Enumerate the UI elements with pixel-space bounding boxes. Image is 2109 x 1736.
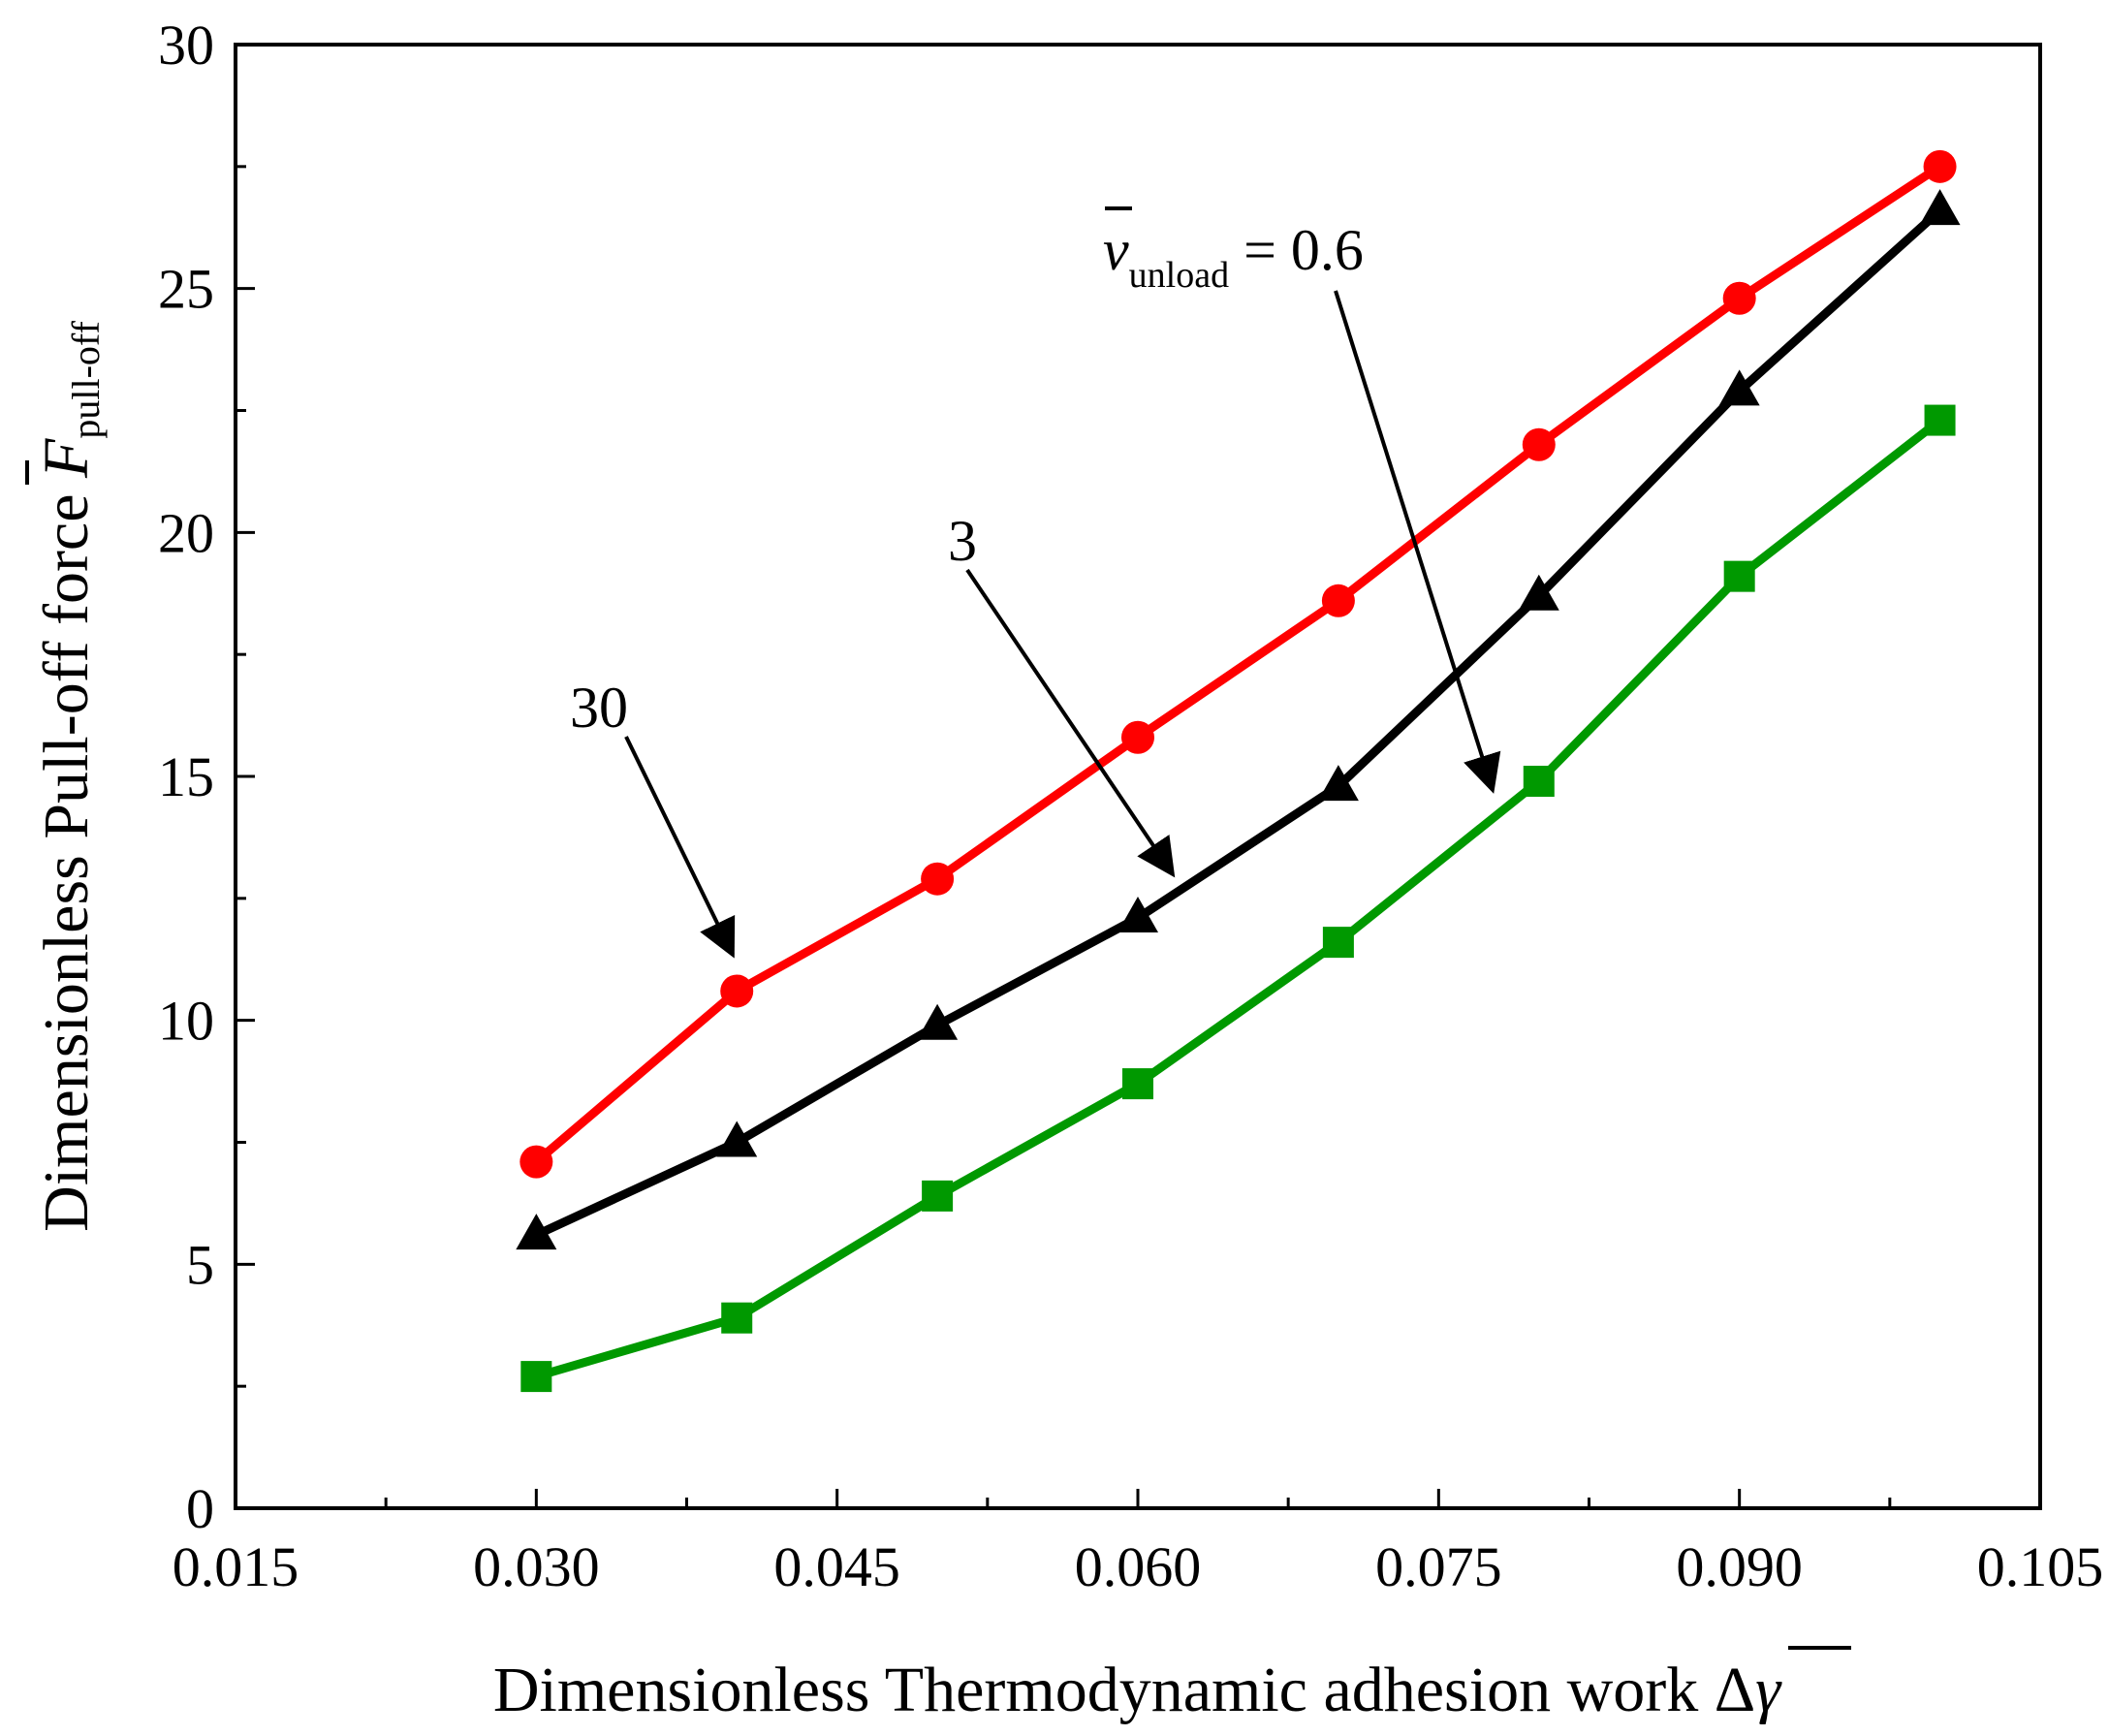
annotation-layer: 30 3 vunload = 0.6 xyxy=(570,206,1501,959)
data-point xyxy=(1522,427,1556,461)
data-point xyxy=(520,1361,552,1393)
data-point xyxy=(519,1145,553,1179)
y-tick-label: 0 xyxy=(186,1477,214,1540)
data-point xyxy=(1523,766,1555,798)
x-tick-label: 0.090 xyxy=(1676,1535,1803,1598)
series-3 xyxy=(516,189,1961,1250)
data-point xyxy=(1718,369,1760,406)
y-tick-label: 30 xyxy=(158,14,214,77)
data-point xyxy=(1924,404,1956,436)
series-line-30 xyxy=(531,162,1945,1167)
data-point xyxy=(1122,1068,1153,1100)
x-axis-ticks: 0.015 0.030 0.045 0.060 0.075 0.090 0.105 xyxy=(173,1489,2104,1598)
series-layer xyxy=(516,149,1961,1393)
x-tick-label: 0.105 xyxy=(1977,1535,2104,1598)
x-tick-label: 0.075 xyxy=(1375,1535,1502,1598)
annotation-label-0.6: vunload = 0.6 xyxy=(1103,218,1364,296)
annotation-arrow-30 xyxy=(624,736,736,959)
y-tick-label: 20 xyxy=(158,501,214,564)
annotation-label-3: 3 xyxy=(948,509,977,573)
y-tick-label: 5 xyxy=(186,1233,214,1296)
data-point xyxy=(1723,560,1755,592)
series-0.6 xyxy=(520,404,1956,1393)
annotation-label-30: 30 xyxy=(570,676,628,740)
x-tick-label: 0.060 xyxy=(1075,1535,1202,1598)
data-point xyxy=(720,974,754,1008)
y-tick-label: 15 xyxy=(158,745,214,808)
data-point xyxy=(716,1121,758,1157)
data-point xyxy=(1317,765,1359,802)
data-point xyxy=(1919,189,1961,226)
data-point xyxy=(516,1214,557,1250)
x-axis-title: Dimensionless Thermodynamic adhesion wor… xyxy=(493,1655,1782,1725)
data-point xyxy=(1117,896,1158,932)
annotation-arrow-3 xyxy=(965,568,1176,878)
data-point xyxy=(917,1003,959,1040)
y-axis-title: Dimensionless Pull-off force Fpull-off xyxy=(31,321,108,1232)
annotation-arrow-0.6 xyxy=(1334,290,1501,794)
data-point xyxy=(1121,720,1154,754)
y-tick-label: 10 xyxy=(158,990,214,1053)
y-tick-label: 25 xyxy=(158,258,214,321)
data-point xyxy=(1923,149,1957,183)
x-tick-label: 0.015 xyxy=(173,1535,299,1598)
data-point xyxy=(1322,927,1354,959)
x-tick-label: 0.030 xyxy=(473,1535,600,1598)
series-30 xyxy=(519,149,1957,1179)
series-line-0.6 xyxy=(531,416,1945,1381)
data-point xyxy=(1722,281,1756,315)
data-point xyxy=(721,1302,753,1334)
data-point xyxy=(1518,574,1559,611)
y-axis-ticks: 0 5 10 15 20 25 30 xyxy=(158,14,255,1540)
x-tick-label: 0.045 xyxy=(773,1535,900,1598)
series-line-3 xyxy=(531,205,1945,1240)
data-point xyxy=(922,1180,954,1212)
data-point xyxy=(1321,584,1355,617)
data-point xyxy=(921,862,955,896)
